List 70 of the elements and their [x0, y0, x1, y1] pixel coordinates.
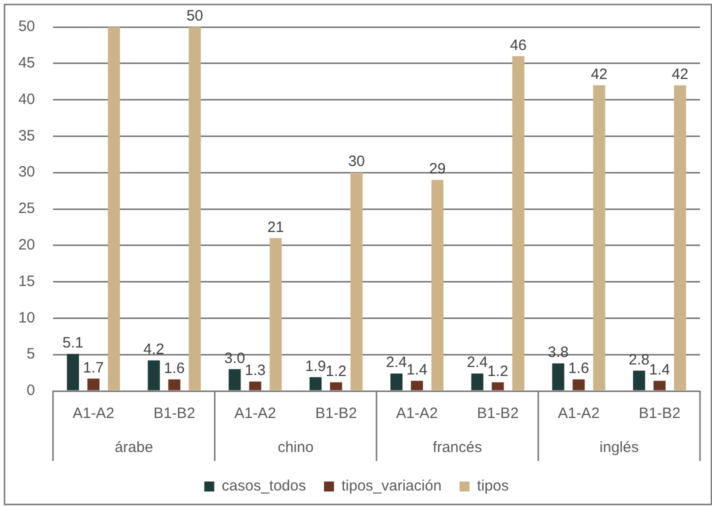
bar [66, 354, 79, 390]
y-tick-label: 45 [18, 54, 35, 72]
data-label: 42 [590, 66, 608, 83]
data-label: 1.6 [568, 360, 590, 377]
y-tick-label: 40 [18, 90, 35, 108]
bar [87, 378, 100, 390]
text: francés [432, 439, 482, 456]
bar [552, 363, 564, 390]
x-tick-label: B1-B2 [476, 405, 519, 422]
bar [270, 238, 282, 390]
data-label: 1.4 [649, 361, 670, 378]
y-tick-label: 20 [18, 236, 35, 254]
data-label: 5.1 [62, 334, 84, 352]
data-label: 1.3 [244, 362, 266, 380]
bar [654, 380, 666, 390]
data-label: 2.4 [466, 354, 488, 372]
bar [330, 382, 342, 390]
bar [492, 382, 504, 390]
y-tick-label: 30 [18, 164, 35, 181]
data-label: 2.8 [628, 351, 650, 368]
bar [512, 56, 524, 390]
bar [310, 377, 322, 390]
text: árabe [114, 439, 154, 456]
data-label: 1.9 [305, 358, 326, 375]
x-tick-label: A1-A2 [72, 405, 114, 422]
data-label: 1.6 [164, 360, 185, 377]
x-tick-label: A1-A2 [396, 405, 438, 422]
data-label: 4.2 [143, 341, 164, 358]
bar [593, 85, 606, 390]
bar [410, 380, 423, 390]
bar [633, 370, 646, 390]
text: chino [278, 439, 314, 456]
data-label: 46 [510, 36, 527, 54]
data-label: 30 [348, 153, 365, 170]
legend-label: tipos_variación [341, 478, 442, 495]
data-label: 42 [672, 66, 688, 83]
y-tick-label: 10 [18, 309, 35, 326]
x-tick-label: A1-A2 [558, 405, 600, 422]
bar [674, 85, 686, 390]
bar [188, 27, 201, 390]
bar [148, 360, 160, 390]
legend-label: tipos [477, 478, 509, 495]
bar [350, 172, 363, 390]
text: inglés [600, 439, 639, 456]
data-label: 21 [267, 218, 284, 236]
data-label: 1.7 [83, 359, 104, 376]
data-label: 1.2 [487, 362, 508, 380]
bar [471, 374, 484, 390]
y-tick-label: 15 [18, 272, 35, 290]
bar [168, 379, 180, 390]
bar [249, 382, 262, 390]
bar [228, 369, 241, 390]
data-label: 1.2 [326, 362, 346, 380]
bar [390, 374, 402, 390]
x-tick-label: B1-B2 [315, 405, 357, 422]
y-tick-label: 5 [26, 346, 35, 363]
x-tick-label: A1-A2 [234, 405, 276, 422]
y-tick-label: 50 [18, 18, 35, 36]
bar [572, 379, 585, 390]
data-label: 1.4 [406, 361, 428, 378]
bar [431, 180, 444, 390]
legend-label: casos_todos [222, 478, 306, 495]
y-tick-label: 0 [26, 382, 35, 400]
data-label: 2.4 [386, 354, 407, 372]
y-tick-label: 35 [18, 127, 35, 144]
data-label: 50 [186, 8, 204, 25]
x-tick-label: B1-B2 [153, 405, 196, 422]
bar [108, 27, 120, 390]
y-tick-label: 25 [18, 200, 35, 218]
x-tick-label: B1-B2 [638, 405, 680, 422]
